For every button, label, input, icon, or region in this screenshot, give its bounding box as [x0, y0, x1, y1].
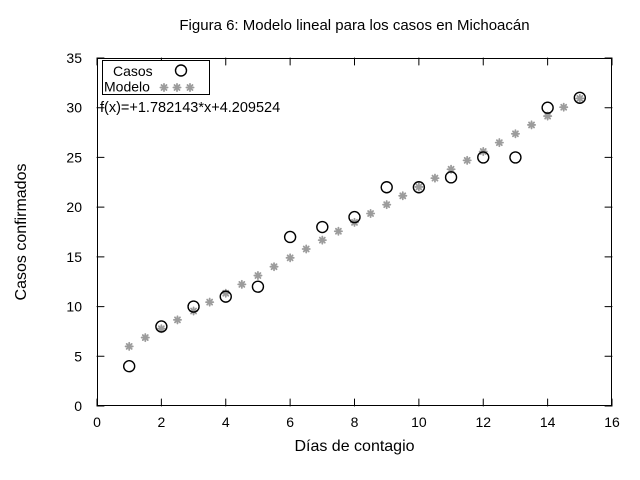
x-tick-label: 8	[351, 414, 359, 430]
legend-marker-casos-circle-icon	[174, 64, 188, 77]
casos-point	[541, 101, 554, 114]
asterisk-stroke	[270, 263, 278, 271]
modelo-point	[237, 279, 247, 289]
legend-marker-modelo-asterisk-icon	[172, 83, 182, 92]
casos-point	[477, 151, 490, 164]
asterisk-stroke	[302, 245, 310, 253]
y-tick-label: 25	[66, 149, 82, 165]
y-tick-label: 35	[66, 50, 82, 66]
x-tick-label: 12	[475, 414, 491, 430]
asterisk-stroke	[160, 84, 168, 91]
modelo-point	[124, 341, 134, 351]
modelo-point	[398, 191, 408, 201]
legend-label-casos: Casos	[113, 63, 153, 79]
modelo-point	[494, 138, 504, 148]
y-tick-label: 0	[74, 398, 82, 414]
asterisk-stroke	[206, 298, 214, 306]
modelo-series	[124, 93, 585, 351]
asterisk-stroke	[318, 236, 326, 244]
casos-point	[412, 181, 426, 194]
modelo-point	[333, 226, 343, 236]
x-tick-label: 16	[604, 414, 620, 430]
asterisk-stroke	[174, 316, 181, 324]
x-tick-label: 0	[93, 414, 101, 430]
modelo-point	[253, 271, 263, 281]
asterisk-stroke	[431, 174, 439, 182]
modelo-point	[301, 244, 311, 254]
casos-point	[444, 171, 458, 184]
asterisk-stroke	[512, 130, 519, 138]
asterisk-stroke	[173, 84, 181, 91]
casos-point	[122, 360, 136, 373]
modelo-point	[462, 155, 472, 165]
modelo-point	[414, 182, 424, 192]
asterisk-stroke	[141, 334, 149, 341]
asterisk-stroke	[157, 325, 165, 333]
x-tick-label: 6	[286, 414, 294, 430]
model-equation-label: f(x)=+1.782143*x+4.209524	[100, 100, 281, 116]
x-tick-label: 14	[540, 414, 556, 430]
asterisk-stroke	[186, 84, 194, 91]
asterisk-stroke	[495, 139, 503, 147]
casos-point	[283, 230, 297, 244]
modelo-point	[205, 297, 215, 307]
chart-title: Figura 6: Modelo lineal para los casos e…	[179, 17, 530, 34]
modelo-point	[575, 93, 585, 103]
asterisk-stroke	[125, 343, 133, 350]
casos-series	[122, 91, 587, 373]
asterisk-stroke	[415, 183, 423, 191]
modelo-point	[527, 120, 537, 130]
casos-point	[187, 300, 200, 313]
modelo-point	[269, 262, 279, 272]
asterisk-stroke	[528, 121, 535, 129]
y-tick-label: 30	[66, 100, 82, 116]
asterisk-stroke	[544, 112, 552, 120]
modelo-point	[430, 173, 440, 183]
y-axis-label: Casos confirmados	[13, 163, 30, 301]
casos-point	[380, 181, 393, 194]
modelo-point	[317, 235, 327, 245]
asterisk-stroke	[286, 254, 294, 262]
y-tick-label: 5	[74, 348, 82, 364]
asterisk-stroke	[560, 103, 568, 111]
modelo-point	[382, 200, 392, 210]
modelo-point	[172, 315, 182, 325]
casos-point	[573, 91, 587, 104]
asterisk-stroke	[335, 227, 342, 235]
x-axis-label: Días de contagio	[294, 438, 415, 455]
asterisk-stroke	[399, 192, 407, 200]
asterisk-stroke	[447, 165, 455, 173]
x-tick-label: 4	[222, 414, 230, 430]
y-tick-label: 20	[66, 199, 82, 215]
legend-marker-modelo-asterisk-icon	[159, 83, 169, 92]
asterisk-stroke	[383, 201, 391, 209]
asterisk-stroke	[367, 210, 374, 217]
casos-point	[155, 320, 168, 333]
y-tick-label: 15	[66, 249, 82, 265]
legend-label-modelo: Modelo	[104, 79, 150, 95]
casos-point	[316, 220, 329, 234]
x-tick-label: 2	[157, 414, 165, 430]
asterisk-stroke	[254, 272, 262, 279]
casos-point	[219, 290, 232, 303]
asterisk-stroke	[576, 94, 584, 102]
modelo-point	[559, 102, 569, 112]
modelo-point	[285, 253, 295, 263]
modelo-point	[366, 209, 376, 219]
legend-marker-modelo-asterisk-icon	[185, 83, 195, 92]
modelo-point	[510, 129, 520, 139]
asterisk-stroke	[190, 307, 197, 315]
casos-point	[348, 210, 361, 224]
asterisk-stroke	[463, 156, 471, 164]
x-tick-label: 10	[411, 414, 427, 430]
casos-point	[509, 151, 522, 164]
modelo-point	[140, 333, 150, 343]
casos-point	[251, 280, 265, 293]
modelo-point	[156, 324, 166, 334]
asterisk-stroke	[238, 281, 246, 288]
y-tick-label: 10	[66, 299, 82, 315]
